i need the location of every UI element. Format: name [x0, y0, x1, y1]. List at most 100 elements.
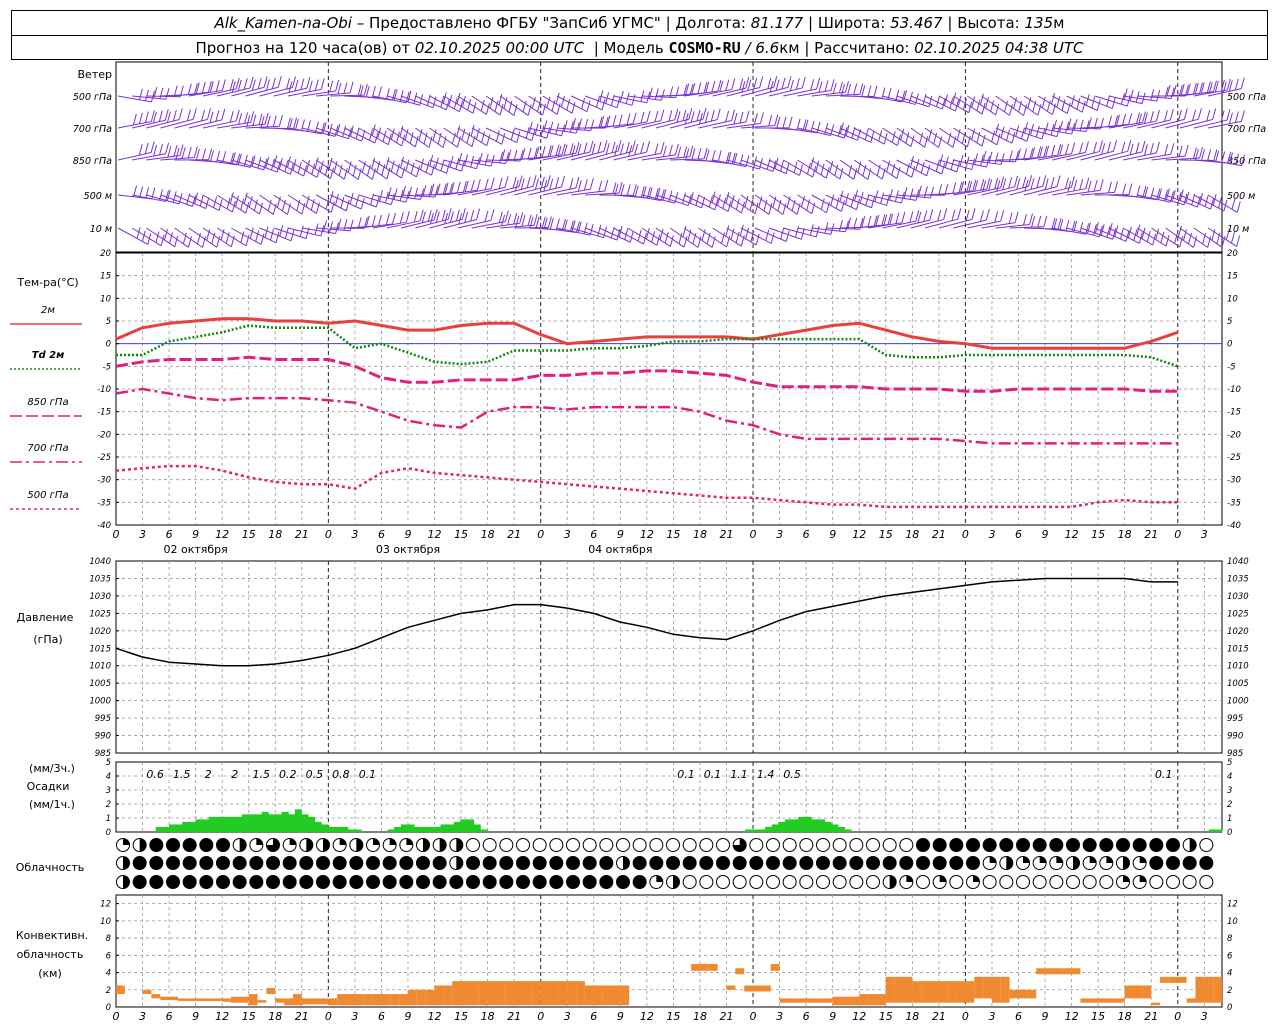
wind-barb-flag — [245, 234, 250, 246]
wind-barb-flag — [688, 108, 693, 120]
wind-barb-flag — [563, 120, 568, 132]
conv-cloud-bar — [797, 998, 807, 1003]
pressure-ytick-right: 1005 — [1227, 679, 1249, 689]
pressure-ytick-right: 1040 — [1227, 557, 1249, 567]
wind-barb-flag — [229, 111, 234, 123]
wind-barb-flag — [315, 202, 320, 214]
wind-barb-flag — [1137, 113, 1142, 125]
wind-barb-flag — [428, 136, 433, 148]
wind-barb-shaft — [542, 95, 573, 114]
precip-sum-label: 2 — [231, 768, 238, 781]
conv-xtick-label: 0 — [750, 1010, 757, 1023]
cloud-symbol — [349, 875, 364, 889]
wind-barb-flag — [306, 160, 311, 172]
wind-barb-flag — [1235, 153, 1240, 165]
conv-ytick-left: 0 — [106, 1003, 111, 1013]
wind-barb-shaft — [1179, 118, 1213, 129]
precip-ytick-left: 2 — [106, 800, 111, 810]
wind-barb-flag — [651, 231, 656, 243]
wind-barb-flag — [1186, 83, 1191, 95]
wind-barb-flag — [1044, 178, 1049, 190]
temp-ytick-left: 10 — [100, 294, 111, 304]
wind-barb-flag — [909, 156, 914, 168]
wind-barb-flag — [691, 148, 696, 160]
cloud-symbol — [832, 856, 847, 870]
wind-barb-flag — [1037, 104, 1042, 116]
conv-cloud-bar — [983, 976, 992, 999]
wind-barb-flag — [575, 221, 580, 233]
wind-barb-flag — [971, 128, 976, 140]
wind-barb-flag — [935, 160, 940, 172]
wind-barb-flag — [201, 236, 206, 248]
wind-barb-flag — [498, 211, 503, 223]
wind-barb-flag — [231, 81, 236, 93]
precip-bar — [440, 824, 448, 832]
header-line-forecast: Прогноз на 120 часа(ов) от 02.10.2025 00… — [195, 39, 1084, 57]
wind-barb-flag — [810, 79, 815, 91]
wind-barb-flag — [475, 157, 480, 169]
cloud-symbol — [166, 838, 180, 852]
wind-barb-flag — [1156, 188, 1161, 200]
wind-barb-flag — [952, 92, 957, 104]
wind-barb-flag — [697, 236, 702, 248]
wind-barb-flag — [1122, 183, 1127, 195]
conv-cloud-bar — [523, 981, 532, 1006]
provider-text: – Предоставлено ФГБУ "ЗапСиб УГМС" — [356, 14, 661, 32]
pressure-ytick-right: 985 — [1227, 749, 1243, 759]
wind-barb-flag — [1199, 147, 1204, 159]
wind-barb-flag — [187, 83, 192, 95]
wind-barb-flag — [320, 78, 325, 90]
wind-barb-flag — [253, 199, 258, 211]
wind-barb-flag — [830, 79, 835, 91]
wind-barb-flag — [347, 127, 352, 139]
wind-barb-flag — [245, 202, 250, 214]
pressure-ytick-right: 1025 — [1227, 609, 1249, 619]
temp-xtick-label: 0 — [113, 528, 120, 541]
cloud-symbol — [782, 838, 797, 852]
conv-cloud-bar — [1027, 989, 1037, 999]
wind-barb-shaft — [500, 127, 533, 141]
cloud-symbol — [199, 875, 214, 889]
cloud-symbol — [499, 856, 514, 870]
conv-cloud-bar — [912, 981, 922, 1003]
wind-barb-flag — [243, 192, 248, 204]
wind-barb-flag — [741, 201, 746, 213]
precip-sum-label: 0.5 — [306, 768, 324, 781]
wind-barb-flag — [221, 79, 226, 91]
conv-xtick-label: 6 — [803, 1010, 810, 1023]
temp-legend-label: 500 гПа — [27, 490, 68, 501]
wind-barb-flag — [922, 93, 927, 106]
precip-panel-frame — [115, 761, 1223, 833]
wind-barb-shaft — [400, 127, 430, 148]
wind-barb-shaft — [1108, 151, 1143, 161]
wind-barb-flag — [928, 95, 933, 108]
wind-barb-flag — [1216, 232, 1221, 244]
conv-ytick-left: 12 — [100, 900, 111, 910]
wind-barb-flag — [1142, 111, 1147, 123]
wind-barb-flag — [901, 211, 906, 223]
wind-barb-flag — [605, 143, 610, 155]
cloud-symbol — [482, 875, 497, 889]
conv-cloud-bar — [213, 998, 223, 1001]
wind-barb-flag — [1208, 82, 1213, 94]
wind-barb-shaft — [938, 218, 973, 229]
conv-cloud-bar — [770, 963, 780, 971]
wind-barb-flag — [1170, 143, 1175, 155]
wind-barb-flag — [1220, 110, 1225, 122]
cloud-symbol-fill — [123, 838, 130, 845]
wind-barb-shaft — [698, 227, 727, 248]
wind-barb-flag — [861, 216, 866, 228]
wind-barb-flag — [1212, 194, 1217, 206]
wind-barb-flag — [612, 182, 617, 194]
wind-barb-flag — [839, 167, 844, 180]
wind-barb-flag — [782, 116, 787, 128]
wind-barb-flag — [725, 192, 730, 204]
wind-barb-shaft — [655, 194, 689, 207]
wind-barb-shaft — [938, 127, 968, 148]
precip-ytick-left: 0 — [106, 828, 111, 838]
cloud-symbol — [916, 875, 930, 889]
conv-cloud-bar — [708, 963, 718, 971]
wind-barb-flag — [429, 212, 434, 225]
wind-barb-flag — [470, 209, 475, 222]
wind-barb-flag — [345, 199, 350, 212]
